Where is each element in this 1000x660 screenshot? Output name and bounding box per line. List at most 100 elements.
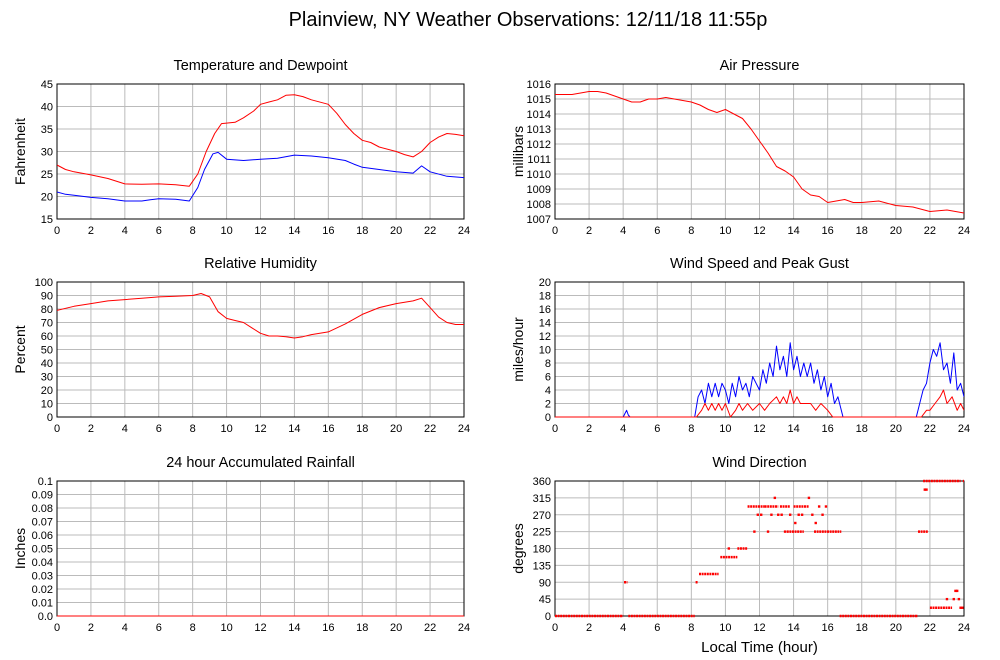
y-tick-label: 0.07: [32, 517, 53, 529]
direction-point: [814, 521, 817, 525]
direction-point: [756, 513, 759, 516]
y-tick-label: 4: [545, 385, 551, 397]
direction-point: [962, 479, 964, 483]
x-tick-label: 6: [156, 423, 162, 435]
x-tick-label: 12: [254, 423, 266, 435]
y-tick-label: 0.04: [32, 557, 53, 569]
y-tick-label: 1009: [527, 184, 551, 196]
direction-point: [817, 505, 821, 508]
x-tick-label: 14: [787, 225, 799, 237]
x-tick-label: 10: [220, 622, 232, 634]
y-tick-label: 0: [545, 412, 551, 424]
y-tick-label: 270: [533, 510, 551, 522]
direction-point: [800, 513, 804, 516]
direction-point: [952, 597, 955, 601]
x-tick-label: 20: [890, 622, 902, 634]
y-tick-label: 10: [41, 399, 53, 411]
x-tick-label: 24: [458, 622, 470, 634]
y-tick-label: 0: [545, 611, 551, 623]
x-tick-label: 16: [322, 423, 334, 435]
x-tick-label: 24: [958, 225, 970, 237]
x-tick-label: 16: [822, 622, 834, 634]
x-tick-label: 4: [122, 423, 128, 435]
direction-point: [797, 513, 800, 516]
x-tick-label: 0: [552, 423, 558, 435]
x-tick-label: 12: [254, 622, 266, 634]
y-tick-label: 0.1: [38, 476, 53, 488]
direction-point: [824, 505, 828, 508]
direction-point: [760, 513, 763, 516]
page-title: Plainview, NY Weather Observations: 12/1…: [289, 9, 768, 31]
y-tick-label: 15: [41, 214, 53, 226]
y-tick-label: 30: [41, 372, 53, 384]
chart-title: Relative Humidity: [204, 256, 318, 272]
chart-title: Wind Speed and Peak Gust: [670, 256, 849, 272]
y-tick-label: 35: [41, 124, 53, 136]
data-layer: [57, 94, 464, 202]
series-line-0: [57, 94, 464, 187]
data-layer: [555, 342, 964, 418]
y-tick-label: 1014: [527, 109, 551, 121]
y-tick-label: 12: [539, 331, 551, 343]
x-tick-label: 8: [688, 423, 694, 435]
y-axis-label: Inches: [12, 528, 28, 569]
x-tick-label: 16: [822, 423, 834, 435]
x-tick-label: 2: [586, 225, 592, 237]
data-layer: [57, 293, 464, 339]
y-tick-label: 2: [545, 399, 551, 411]
y-tick-label: 10: [539, 345, 551, 357]
x-tick-label: 14: [787, 423, 799, 435]
chart-title: Temperature and Dewpoint: [173, 58, 347, 74]
y-tick-label: 0.09: [32, 490, 53, 502]
y-tick-label: 14: [539, 318, 551, 330]
x-tick-label: 10: [719, 225, 731, 237]
y-tick-label: 40: [41, 358, 53, 370]
y-tick-label: 1008: [527, 199, 551, 211]
y-tick-label: 315: [533, 493, 551, 505]
series-line-0: [57, 293, 464, 339]
y-tick-label: 1012: [527, 139, 551, 151]
series-line-0: [555, 342, 964, 418]
plot-frame: [554, 480, 965, 617]
plot-frame: [554, 83, 965, 220]
x-tick-label: 2: [586, 423, 592, 435]
x-tick-label: 2: [586, 622, 592, 634]
y-tick-label: 20: [41, 192, 53, 204]
direction-point: [961, 606, 964, 609]
x-tick-label: 8: [688, 225, 694, 237]
y-tick-label: 45: [41, 79, 53, 91]
y-tick-label: 25: [41, 169, 53, 181]
y-tick-label: 30: [41, 147, 53, 159]
y-tick-label: 0: [47, 412, 53, 424]
direction-point: [811, 513, 814, 516]
data-layer: [555, 479, 964, 618]
direction-point: [753, 530, 756, 533]
x-tick-label: 10: [719, 423, 731, 435]
x-tick-label: 12: [753, 622, 765, 634]
x-tick-label: 20: [390, 423, 402, 435]
x-tick-label: 0: [552, 225, 558, 237]
x-tick-label: 4: [620, 622, 626, 634]
x-tick-label: 22: [424, 225, 436, 237]
chart-title: Wind Direction: [712, 455, 806, 471]
x-tick-label: 8: [190, 423, 196, 435]
y-axis-label: millibars: [510, 126, 526, 177]
x-tick-label: 18: [356, 622, 368, 634]
x-tick-label: 6: [654, 423, 660, 435]
x-tick-label: 10: [719, 622, 731, 634]
x-tick-label: 22: [924, 225, 936, 237]
y-tick-label: 8: [545, 358, 551, 370]
x-tick-label: 22: [924, 622, 936, 634]
x-tick-label: 4: [122, 225, 128, 237]
x-tick-label: 0: [54, 225, 60, 237]
direction-point: [783, 530, 787, 533]
direction-point: [925, 488, 928, 491]
direction-point: [780, 513, 783, 516]
x-tick-label: 14: [787, 622, 799, 634]
y-tick-label: 40: [41, 102, 53, 114]
